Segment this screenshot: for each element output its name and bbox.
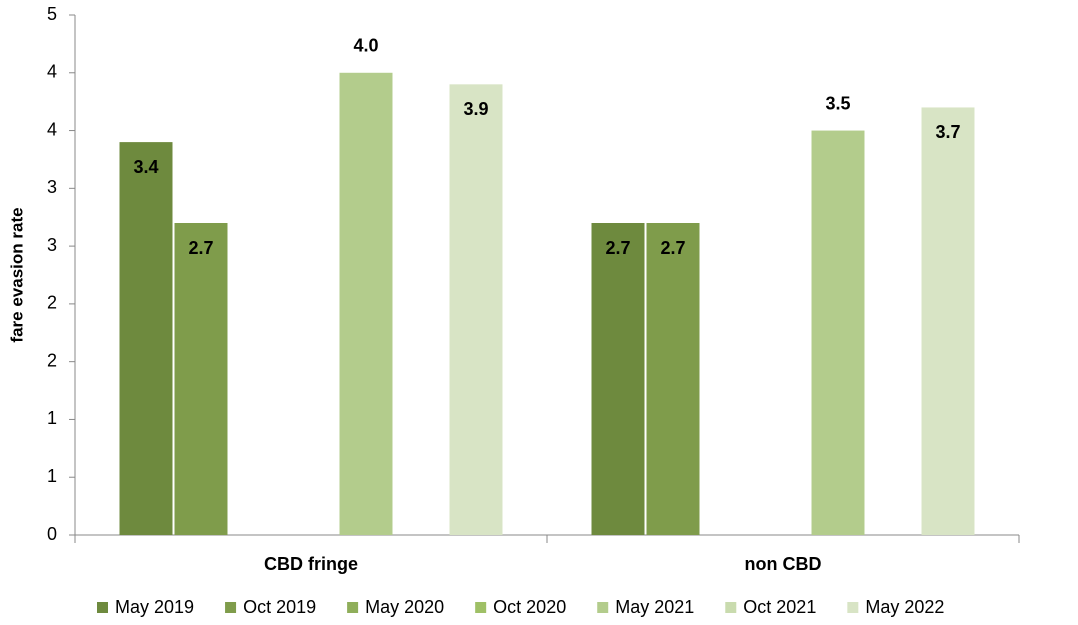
bar [339,72,393,536]
legend-label: May 2019 [115,597,194,617]
legend-label: May 2022 [865,597,944,617]
data-label: 4.0 [353,36,378,56]
data-label: 2.7 [605,238,630,258]
y-tick-label: 1 [47,408,57,428]
y-tick-label: 1 [47,466,57,486]
legend-swatch [475,602,487,613]
bar [119,142,173,535]
y-tick-label: 2 [47,350,57,370]
y-tick-label: 4 [47,119,57,139]
legend-label: May 2020 [365,597,444,617]
data-label: 3.4 [133,157,158,177]
bar [449,84,503,535]
bar [174,223,228,535]
bar [811,130,865,536]
y-tick-label: 3 [47,235,57,255]
x-tick-label: CBD fringe [264,554,358,574]
bar [591,223,645,535]
legend-swatch [225,602,237,613]
legend-swatch [347,602,359,613]
legend-swatch [597,602,609,613]
data-label: 2.7 [188,238,213,258]
legend-label: Oct 2019 [243,597,316,617]
data-label: 3.7 [935,122,960,142]
y-tick-label: 4 [47,62,57,82]
bar [646,223,700,535]
y-axis-label: fare evasion rate [7,207,26,342]
data-label: 2.7 [660,238,685,258]
legend-label: Oct 2020 [493,597,566,617]
y-tick-label: 0 [47,524,57,544]
legend-label: May 2021 [615,597,694,617]
bar [921,107,975,535]
legend-swatch [847,602,859,613]
y-tick-label: 2 [47,293,57,313]
y-tick-label: 5 [47,4,57,24]
data-label: 3.5 [825,93,850,113]
legend-label: Oct 2021 [743,597,816,617]
legend-swatch [97,602,108,613]
y-tick-label: 3 [47,177,57,197]
x-tick-label: non CBD [745,554,822,574]
legend-swatch [725,602,737,613]
data-label: 3.9 [463,99,488,119]
